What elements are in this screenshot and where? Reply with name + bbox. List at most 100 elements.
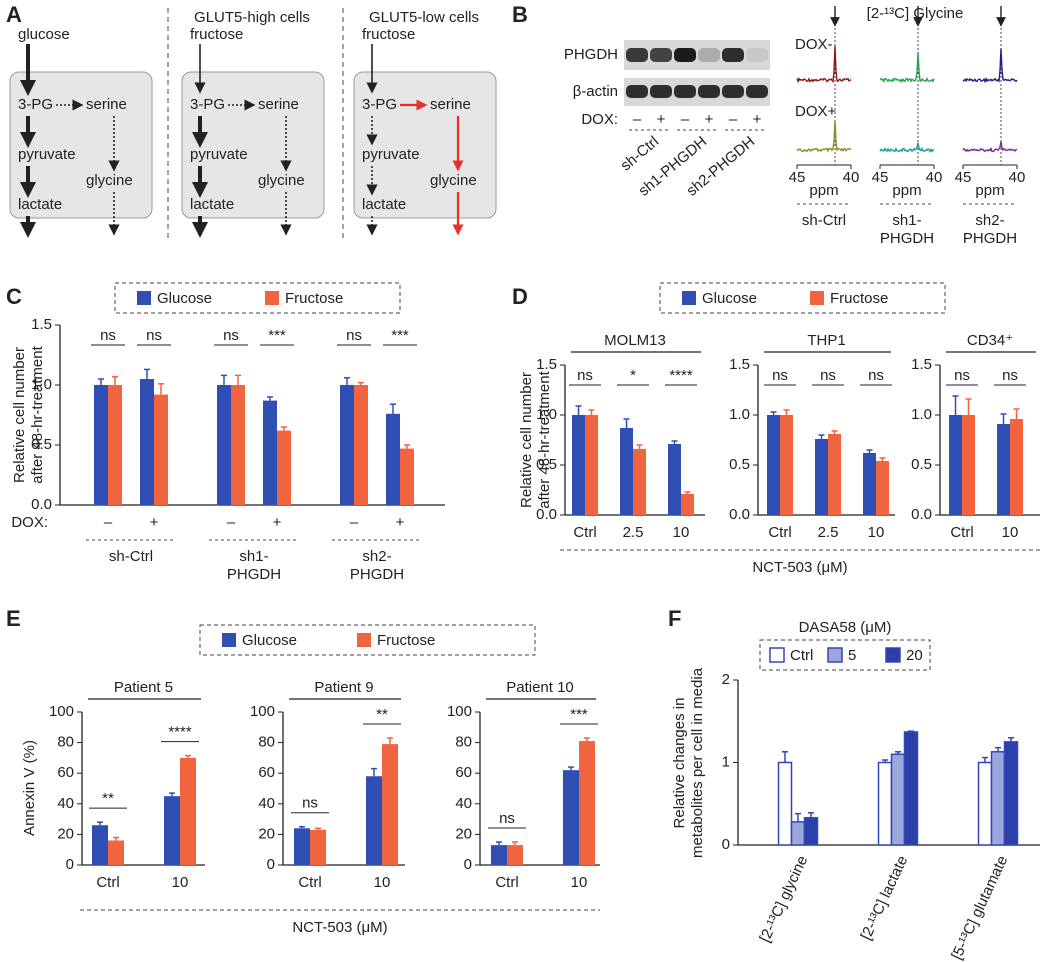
- bar: [633, 449, 646, 515]
- y-tick-label: 20: [258, 825, 275, 842]
- bar: [1010, 419, 1023, 515]
- bar: [1003, 741, 1019, 846]
- panel-letter: D: [512, 284, 528, 309]
- y-tick-label: 0: [267, 856, 275, 873]
- lane-label: +: [705, 111, 714, 128]
- bar: [277, 430, 291, 505]
- legend-swatch: [810, 291, 824, 305]
- significance-label: ns: [772, 367, 788, 384]
- significance-label: ns: [302, 795, 318, 812]
- band: [722, 48, 744, 62]
- spectrum: [879, 52, 935, 84]
- lane-label: –: [633, 111, 642, 128]
- x-axis-label: ppm: [809, 182, 838, 199]
- x-tick-label: +: [150, 514, 159, 531]
- bar: [890, 753, 906, 846]
- bar: [863, 453, 876, 515]
- band: [746, 85, 768, 98]
- bar: [579, 741, 595, 865]
- band: [626, 48, 648, 62]
- significance-label: ns: [223, 327, 239, 344]
- x-tick-label: 40: [926, 169, 943, 186]
- significance-label: ns: [820, 367, 836, 384]
- y-tick-label: 100: [447, 703, 472, 720]
- bar: [294, 828, 310, 865]
- significance-label: ***: [268, 327, 286, 344]
- metabolite: lactate: [18, 196, 62, 213]
- band: [698, 48, 720, 62]
- bar: [815, 439, 828, 515]
- y-tick-label: 20: [455, 825, 472, 842]
- x-tick-label: Ctrl: [950, 524, 973, 541]
- lane-label: –: [681, 111, 690, 128]
- bar: [877, 761, 893, 846]
- metabolite: fructose: [362, 26, 415, 43]
- band: [626, 85, 648, 98]
- legend-swatch: [222, 633, 236, 647]
- y-tick-label: 1.5: [911, 356, 932, 373]
- significance-label: ns: [499, 810, 515, 827]
- metabolite: glycine: [430, 172, 477, 189]
- sample-label: sh1-: [892, 212, 921, 229]
- lane-label: –: [729, 111, 738, 128]
- metabolite: serine: [258, 96, 299, 113]
- sample-label: sh-Ctrl: [617, 133, 662, 174]
- y-axis-label: Relative cell number: [11, 347, 28, 483]
- bar: [507, 845, 523, 865]
- bar: [990, 751, 1006, 846]
- subplot-title: CD34⁺: [967, 332, 1013, 349]
- x-tick-label: 10: [1002, 524, 1019, 541]
- y-tick-label: 2: [722, 671, 730, 688]
- y-axis-label: Relative cell number: [518, 372, 535, 508]
- x-tick-label: Ctrl: [768, 524, 791, 541]
- y-axis-label: Relative changes in: [671, 698, 688, 829]
- significance-label: ***: [391, 327, 409, 344]
- subplot-title: THP1: [807, 332, 845, 349]
- bar: [154, 394, 168, 505]
- y-tick-label: 100: [250, 703, 275, 720]
- y-axis-label: metabolites per cell in media: [689, 667, 706, 858]
- bar: [997, 424, 1010, 515]
- x-tick-label: 45: [789, 169, 806, 186]
- metabolite: serine: [86, 96, 127, 113]
- y-tick-label: 20: [57, 825, 74, 842]
- subplot-title: MOLM13: [604, 332, 666, 349]
- y-tick-label: 1: [722, 753, 730, 770]
- legend-label: Glucose: [157, 290, 212, 307]
- y-tick-label: 0.5: [729, 456, 750, 473]
- legend-label: Glucose: [242, 632, 297, 649]
- y-tick-label: 0.5: [911, 456, 932, 473]
- y-tick-label: 100: [49, 703, 74, 720]
- x-tick-label: 45: [872, 169, 889, 186]
- significance-label: ns: [1002, 367, 1018, 384]
- x-tick-label: 10: [673, 524, 690, 541]
- bar: [94, 385, 108, 505]
- band: [674, 48, 696, 62]
- bar: [962, 415, 975, 515]
- metabolite: pyruvate: [190, 146, 248, 163]
- y-tick-label: 80: [57, 734, 74, 751]
- significance-label: **: [376, 706, 388, 723]
- legend-label: Fructose: [830, 290, 888, 307]
- x-tick-label: +: [396, 514, 405, 531]
- x-tick-label: 2.5: [623, 524, 644, 541]
- metabolite: fructose: [190, 26, 243, 43]
- bar: [903, 731, 919, 846]
- y-tick-label: 0.0: [729, 506, 750, 523]
- bar: [164, 796, 180, 865]
- bar: [790, 821, 806, 846]
- y-tick-label: 40: [258, 795, 275, 812]
- bar: [620, 428, 633, 515]
- bar: [108, 385, 122, 505]
- group-label: PHGDH: [227, 566, 281, 583]
- bar: [340, 385, 354, 505]
- x-axis-label: NCT-503 (μM): [292, 919, 387, 936]
- column-header: GLUT5-low cells: [369, 9, 479, 26]
- band: [674, 85, 696, 98]
- band: [650, 48, 672, 62]
- y-tick-label: 1.5: [31, 316, 52, 333]
- significance-label: ****: [669, 367, 693, 384]
- spectrum: [796, 121, 852, 153]
- cell-box: [9, 71, 153, 219]
